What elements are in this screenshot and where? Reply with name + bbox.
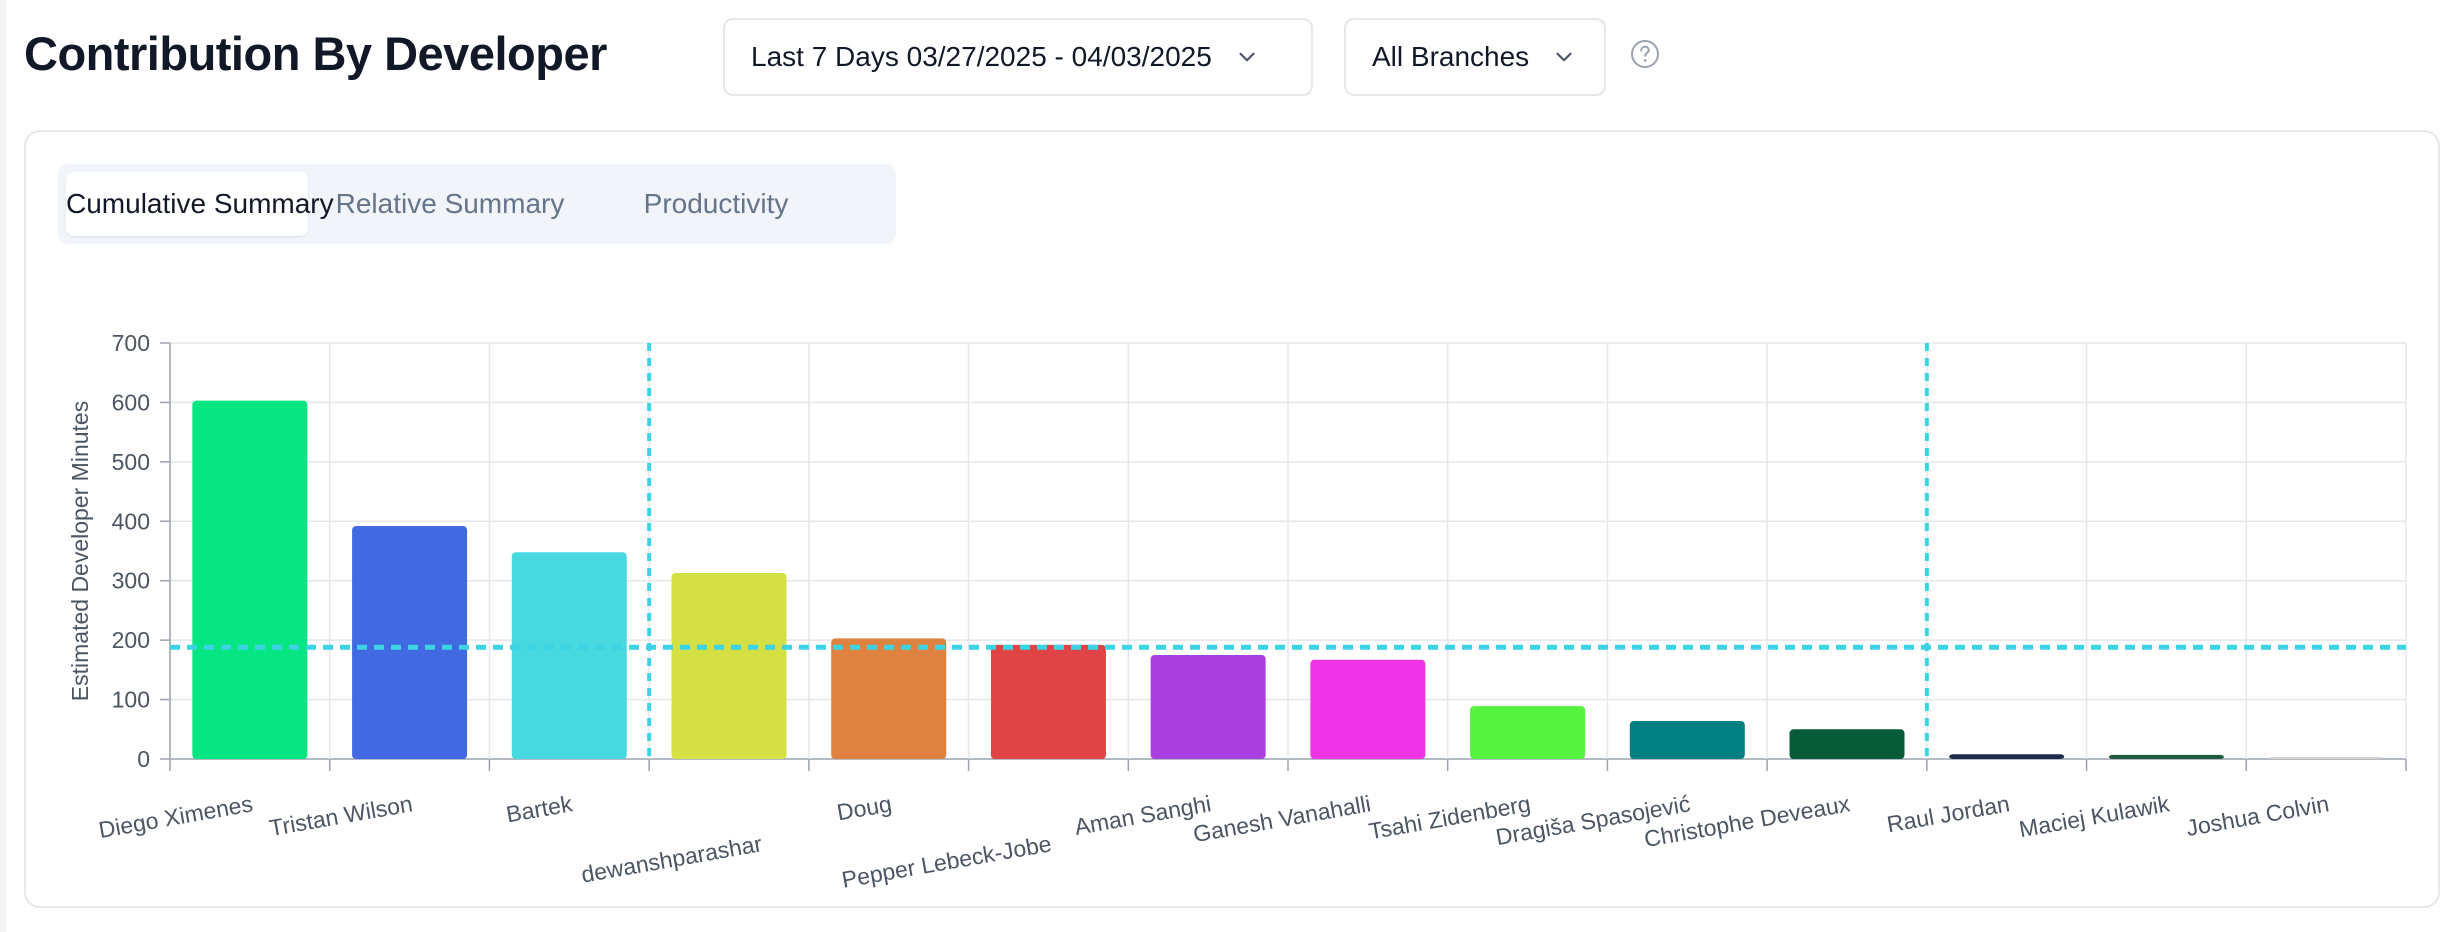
bar-8 [1310,659,1426,759]
bar-10 [1629,720,1745,759]
date-range-label: Last 7 Days 03/27/2025 - 04/03/2025 [751,41,1212,72]
chevron-down-icon [1239,52,1255,62]
summary-tabs: Cumulative Summary Relative Summary Prod… [58,164,896,244]
x-tick-label: Ganesh Vanahalli [1191,790,1373,847]
y-tick-label: 500 [112,449,150,475]
bar-1 [192,400,308,759]
branch-label: All Branches [1372,41,1530,72]
x-tick-label: Joshua Colvin [2184,790,2331,841]
branch-dropdown[interactable]: All Branches [1344,18,1606,96]
y-tick-label: 300 [112,568,150,594]
bar-13 [2108,754,2224,759]
chart-panel [24,130,2440,908]
y-tick-label: 200 [112,627,150,653]
y-tick-label: 600 [112,389,150,415]
bar-3 [511,552,627,759]
tab-cumulative-summary[interactable]: Cumulative Summary [66,172,334,236]
left-edge-strip [0,0,6,932]
x-tick-label: Raul Jordan [1885,790,2012,837]
y-axis-title: Estimated Developer Minutes [67,401,93,701]
x-tick-label: Pepper Lebeck-Jobe [840,830,1054,892]
bar-7 [1150,655,1266,759]
page-title: Contribution By Developer [24,27,607,80]
x-tick-label: Maciej Kulawik [2017,790,2172,842]
bar-11 [1789,729,1905,759]
question-circle-icon[interactable] [1629,38,1661,70]
y-tick-label: 700 [112,330,150,356]
tab-relative-summary[interactable]: Relative Summary [335,188,565,219]
y-tick-label: 400 [112,508,150,534]
x-tick-label: Doug [835,790,894,825]
bar-4 [671,572,787,759]
chevron-down-icon [1556,52,1572,62]
x-tick-label: Diego Ximenes [97,790,255,843]
tab-productivity[interactable]: Productivity [643,188,789,219]
bar-14 [2268,757,2384,759]
date-range-dropdown[interactable]: Last 7 Days 03/27/2025 - 04/03/2025 [723,18,1313,96]
bar-6 [990,644,1106,759]
x-tick-label: Aman Sanghi [1073,790,1214,840]
bar-2 [352,526,468,759]
y-tick-label: 100 [112,687,150,713]
y-tick-label: 0 [137,746,150,772]
x-tick-label: dewanshparashar [579,830,764,887]
x-tick-label: Bartek [504,790,574,827]
bar-9 [1470,706,1586,759]
x-tick-label: Tristan Wilson [267,790,414,841]
bar-12 [1949,754,2065,759]
bar-5 [831,638,947,759]
